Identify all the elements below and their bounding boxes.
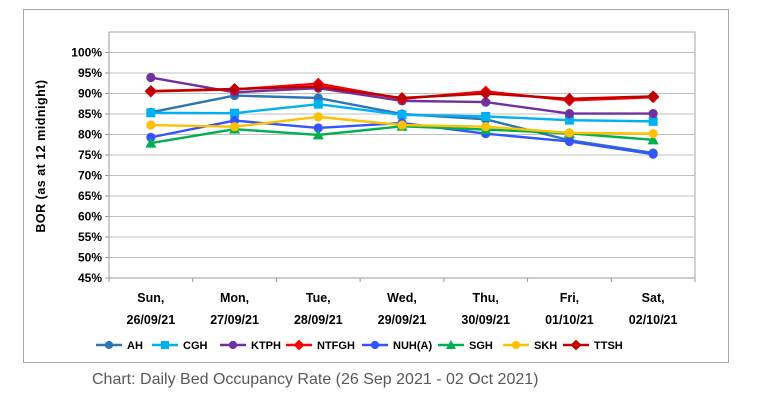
data-point-NUH(A)-2 [313,123,323,133]
y-tick-label: 45% [78,271,102,285]
data-point-KTPH-0 [146,72,156,83]
legend-marker-SGH [446,340,456,350]
legend-marker-NUH(A) [370,340,380,350]
legend-label-TTSH: TTSH [594,340,623,352]
legend-marker-KTPH [228,340,238,350]
data-point-KTPH-6 [648,108,658,119]
x-label-date: 02/10/21 [629,313,678,327]
legend-label-KTPH: KTPH [251,340,281,352]
legend-label-SGH: SGH [469,340,493,352]
data-point-CGH-4 [481,111,491,121]
x-label-date: 29/09/21 [378,313,427,327]
x-label-day: Sat, [642,291,665,305]
data-point-KTPH-5 [564,108,575,119]
y-tick-label: 55% [78,230,102,244]
x-label-date: 27/09/21 [210,313,259,327]
y-tick-label: 100% [71,46,102,60]
legend-marker-SKH [511,340,521,350]
data-point-TTSH-0 [144,85,157,98]
data-point-NUH(A)-0 [146,132,156,142]
data-point-TTSH-2 [312,80,325,93]
y-axis-title: BOR (as at 12 midnight) [34,79,48,233]
data-point-KTPH-4 [481,97,491,107]
y-tick-label: 90% [78,87,102,101]
data-point-SKH-4 [481,122,491,132]
x-label-day: Sun, [137,291,164,305]
data-point-SKH-2 [313,112,323,122]
legend-label-NUH(A): NUH(A) [393,340,432,352]
legend-label-AH: AH [127,340,143,352]
data-point-CGH-1 [230,108,240,118]
data-point-NUH(A)-5 [564,136,575,147]
legend-marker-AH [104,340,114,350]
bed-occupancy-line-chart: 45% 50% 55% 60% 65% 70% 75% 80% 85% 90% 95% 100% Sun… [71,31,696,352]
data-point-CGH-2 [313,99,323,109]
y-tick-label: 50% [78,251,102,265]
legend-marker-TTSH [570,339,582,351]
data-point-TTSH-6 [647,90,660,103]
legend-label-NTFGH: NTFGH [317,340,355,352]
x-label-day: Mon, [220,291,249,305]
chart-caption: Chart: Daily Bed Occupancy Rate (26 Sep … [92,371,539,388]
data-point-SKH-1 [229,122,240,132]
data-point-SGH-6 [647,134,659,145]
data-point-SKH-0 [146,120,156,130]
data-point-CGH-6 [648,116,658,126]
x-label-day: Tue, [306,291,331,305]
x-label-date: 28/09/21 [294,313,343,327]
data-point-CGH-5 [564,115,574,125]
x-label-date: 26/09/21 [127,313,176,327]
data-point-CGH-3 [397,110,407,120]
legend-label-SKH: SKH [534,340,557,352]
chart-frame: BOR (as at 12 midnight) 45% 50% 55% 60% 65% 7… [23,9,729,363]
data-point-SGH-0 [145,137,157,148]
y-tick-label: 65% [78,189,102,203]
data-point-SKH-5 [564,128,575,138]
legend-marker-CGH [160,340,170,350]
data-point-TTSH-4 [479,87,492,100]
y-tick-label: 70% [78,169,102,183]
data-point-TTSH-1 [228,82,241,95]
legend-label-CGH: CGH [183,340,208,352]
y-tick-label: 80% [78,128,102,142]
data-point-CGH-0 [146,108,156,118]
x-label-day: Wed, [387,291,417,305]
data-point-SGH-2 [312,129,324,140]
y-tick-label: 60% [78,210,102,224]
x-label-day: Thu, [473,291,499,305]
data-point-TTSH-5 [563,92,576,105]
y-tick-label: 95% [78,66,102,80]
data-point-SKH-6 [648,129,658,139]
x-label-day: Fri, [560,291,579,305]
data-point-NUH(A)-6 [648,149,658,159]
data-point-SKH-3 [397,120,407,130]
y-tick-label: 75% [78,148,102,162]
legend-marker-NTFGH [293,339,305,351]
x-label-date: 30/09/21 [461,313,510,327]
x-label-date: 01/10/21 [545,313,594,327]
data-point-TTSH-3 [396,92,408,105]
y-tick-label: 85% [78,107,102,121]
